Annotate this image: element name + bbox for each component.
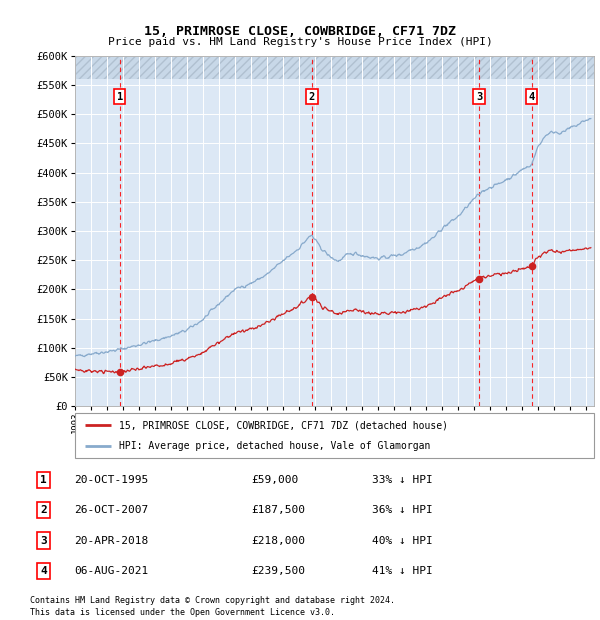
Text: £218,000: £218,000 [251,536,305,546]
Text: 4: 4 [529,92,535,102]
Text: 4: 4 [40,566,47,576]
Text: 15, PRIMROSE CLOSE, COWBRIDGE, CF71 7DZ: 15, PRIMROSE CLOSE, COWBRIDGE, CF71 7DZ [144,25,456,38]
Text: 2: 2 [308,92,315,102]
Text: 40% ↓ HPI: 40% ↓ HPI [372,536,433,546]
Text: 15, PRIMROSE CLOSE, COWBRIDGE, CF71 7DZ (detached house): 15, PRIMROSE CLOSE, COWBRIDGE, CF71 7DZ … [119,420,448,430]
Text: 33% ↓ HPI: 33% ↓ HPI [372,475,433,485]
Text: HPI: Average price, detached house, Vale of Glamorgan: HPI: Average price, detached house, Vale… [119,441,430,451]
Bar [75,56,594,79]
Text: Contains HM Land Registry data © Crown copyright and database right 2024.: Contains HM Land Registry data © Crown c… [30,596,395,606]
Text: £187,500: £187,500 [251,505,305,515]
Text: 06-AUG-2021: 06-AUG-2021 [74,566,148,576]
Text: 3: 3 [40,536,47,546]
Text: 20-OCT-1995: 20-OCT-1995 [74,475,148,485]
Text: Price paid vs. HM Land Registry's House Price Index (HPI): Price paid vs. HM Land Registry's House … [107,37,493,47]
Text: 41% ↓ HPI: 41% ↓ HPI [372,566,433,576]
Text: 2: 2 [40,505,47,515]
Text: 36% ↓ HPI: 36% ↓ HPI [372,505,433,515]
Text: £59,000: £59,000 [251,475,298,485]
Text: 1: 1 [40,475,47,485]
Text: This data is licensed under the Open Government Licence v3.0.: This data is licensed under the Open Gov… [30,608,335,617]
Text: £239,500: £239,500 [251,566,305,576]
Text: 1: 1 [116,92,123,102]
Text: 26-OCT-2007: 26-OCT-2007 [74,505,148,515]
Text: 20-APR-2018: 20-APR-2018 [74,536,148,546]
Text: 3: 3 [476,92,482,102]
